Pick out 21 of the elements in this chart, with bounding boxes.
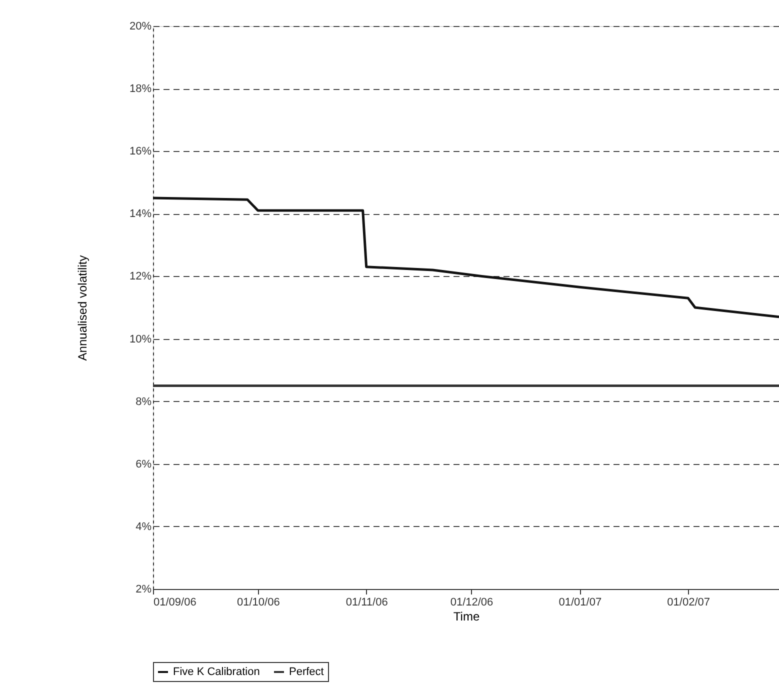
- y-tick-label: 20%: [129, 20, 152, 32]
- y-tick-label: 18%: [129, 83, 152, 96]
- y-tick-label: 8%: [136, 396, 152, 408]
- y-axis-title: Annualised volatility: [75, 255, 90, 361]
- legend-label: Five K Calibration: [173, 666, 260, 678]
- x-tick-label: 01/11/06: [346, 596, 388, 608]
- x-tick-label: 01/09/06: [154, 596, 196, 608]
- x-tick-label: 01/01/07: [558, 596, 602, 608]
- y-tick-label: 14%: [129, 208, 152, 220]
- legend-label: Perfect: [289, 666, 324, 678]
- x-tick-label: 01/02/07: [667, 596, 710, 608]
- x-tick-label: 01/10/06: [237, 596, 280, 608]
- x-tick-label: 01/12/06: [450, 596, 494, 608]
- y-tick-label: 10%: [129, 333, 152, 346]
- y-tick-label: 16%: [129, 146, 152, 158]
- x-axis-title: Time: [453, 610, 480, 624]
- y-tick-label: 2%: [136, 584, 152, 596]
- line-series: [153, 196, 779, 318]
- y-tick-label: 4%: [136, 520, 152, 533]
- y-tick-label: 6%: [136, 458, 152, 470]
- y-tick-label: 12%: [129, 270, 152, 283]
